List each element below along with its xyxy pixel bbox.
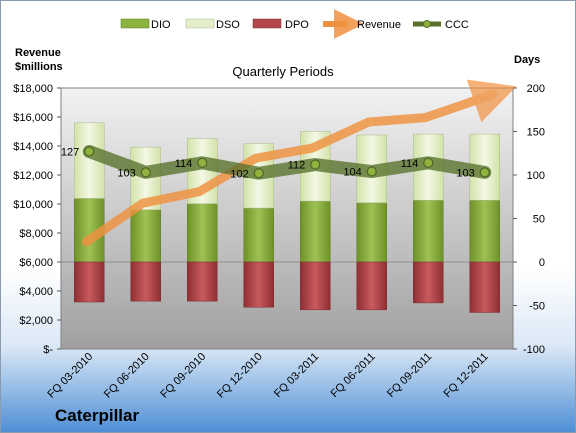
bar-dpo <box>243 261 274 308</box>
bar-dpo <box>187 261 218 302</box>
ccc-point <box>84 146 95 157</box>
ccc-data-label: 102 <box>230 168 248 180</box>
legend-dso-swatch <box>185 18 215 29</box>
x-tick-label: FQ 03-2010 <box>45 351 95 401</box>
left-tick-label: $- <box>43 344 53 356</box>
left-tick-label: $16,000 <box>13 112 53 124</box>
right-tick-label: 100 <box>527 170 545 182</box>
bar-dio <box>187 203 218 263</box>
ccc-data-label: 104 <box>343 167 361 179</box>
bars-layer <box>74 122 500 313</box>
bar-dio <box>130 209 161 263</box>
left-tick-label: $2,000 <box>19 315 53 327</box>
company-name: Caterpillar <box>55 406 139 425</box>
legend-dio-swatch <box>120 18 150 29</box>
legend: DIO DSO DPO Revenue CCC <box>120 9 469 39</box>
x-tick-label: FQ 12-2011 <box>441 351 490 400</box>
legend-dpo-swatch <box>252 18 282 29</box>
bar-dpo <box>300 261 331 311</box>
bar-dio <box>243 207 274 263</box>
right-tick-label: 0 <box>539 257 545 269</box>
ccc-data-label: 114 <box>175 158 193 170</box>
bar-dpo <box>413 261 444 304</box>
ccc-data-label: 127 <box>61 147 79 159</box>
ccc-data-label: 103 <box>117 167 135 179</box>
right-axis-title: Days <box>514 54 540 66</box>
bar-dpo <box>74 261 105 303</box>
plot-area <box>60 87 514 350</box>
right-tick-label: 50 <box>533 214 545 226</box>
legend-ccc-label: CCC <box>445 19 469 31</box>
left-axis-title-line1: Revenue <box>15 47 61 59</box>
right-tick-label: 150 <box>527 127 545 139</box>
ccc-point <box>253 168 264 179</box>
legend-dio-label: DIO <box>151 19 171 31</box>
ccc-line <box>82 145 492 180</box>
chart-title: Quarterly Periods <box>232 64 334 79</box>
left-tick-label: $4,000 <box>19 286 53 298</box>
left-tick-label: $12,000 <box>13 170 53 182</box>
x-tick-label: FQ 06-2010 <box>102 351 152 401</box>
bar-dpo <box>130 261 161 302</box>
left-tick-label: $10,000 <box>13 199 53 211</box>
left-axis-ticks: $- $2,000 $4,000 $6,000 $8,000 $10,000 $12,000… <box>13 83 61 356</box>
ccc-data-label: 114 <box>401 158 419 170</box>
ccc-point <box>479 167 490 178</box>
revenue-arrow <box>81 79 517 247</box>
left-tick-label: $14,000 <box>13 141 53 153</box>
legend-revenue-label: Revenue <box>357 19 401 31</box>
left-tick-label: $6,000 <box>19 257 53 269</box>
legend-dso-label: DSO <box>216 19 240 31</box>
bar-dio <box>469 199 500 263</box>
left-tick-label: $18,000 <box>13 83 53 95</box>
x-tick-label: FQ 09-2010 <box>158 351 208 401</box>
bar-dpo <box>469 261 500 313</box>
bar-dpo <box>356 261 387 311</box>
ccc-point <box>140 167 151 178</box>
ccc-data-label: 103 <box>456 167 474 179</box>
x-tick-label: FQ 12-2010 <box>215 351 265 401</box>
revenue-layer <box>81 79 517 247</box>
bar-dio <box>300 200 331 263</box>
bar-dio <box>356 202 387 263</box>
x-tick-label: FQ 06-2011 <box>328 351 377 400</box>
x-axis-ticks: FQ 03-2010 FQ 06-2010 FQ 09-2010 FQ 12-2010… <box>45 351 490 401</box>
left-axis-title-line2: $millions <box>15 61 63 73</box>
ccc-point <box>423 157 434 168</box>
ccc-layer: 127 103 114 102 112 104 114 103 <box>61 145 492 180</box>
ccc-point <box>197 157 208 168</box>
ccc-point <box>366 166 377 177</box>
right-tick-label: -50 <box>529 301 545 313</box>
ccc-data-label: 112 <box>288 160 306 172</box>
ccc-point <box>310 159 321 170</box>
bar-dio <box>413 199 444 263</box>
right-axis-ticks: -100 -50 0 50 100 150 200 <box>513 83 545 356</box>
right-tick-label: 200 <box>527 83 545 95</box>
right-tick-label: -100 <box>523 344 545 356</box>
legend-dpo-label: DPO <box>285 19 309 31</box>
x-tick-label: FQ 03-2011 <box>272 351 321 400</box>
left-tick-label: $8,000 <box>19 228 53 240</box>
x-tick-label: FQ 09-2011 <box>385 351 434 400</box>
legend-ccc-marker <box>423 20 431 28</box>
